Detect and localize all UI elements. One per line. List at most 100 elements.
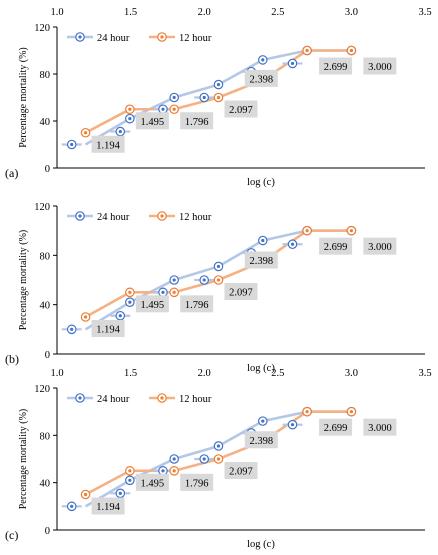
legend-12-hour-marker bbox=[157, 32, 167, 42]
series-24-hour-point bbox=[257, 235, 268, 246]
series-24-hour-point bbox=[115, 126, 126, 137]
data-label: 2.097 bbox=[224, 283, 258, 300]
series-12-hour-point bbox=[346, 45, 357, 56]
legend-24-hour-label: 24 hour bbox=[97, 33, 130, 44]
data-label-box bbox=[135, 295, 169, 313]
series-24-hour-point bbox=[287, 58, 298, 69]
series-12-hour-point bbox=[80, 127, 91, 138]
top-axis-tick-label: 1.0 bbox=[50, 368, 63, 379]
series-12-hour-point bbox=[213, 454, 224, 464]
series-24-hour-point bbox=[213, 79, 224, 90]
series-24-hour-point bbox=[287, 419, 298, 430]
data-label-box bbox=[363, 237, 397, 255]
series-24-hour-point bbox=[213, 441, 224, 451]
data-label-text: 1.495 bbox=[141, 478, 165, 489]
chart-panel-3: 1.0 1.5 2.0 2.5 3.0 3.5 0 40 80 120 Percentage mor… bbox=[5, 368, 432, 550]
data-label: 1.495 bbox=[135, 112, 169, 130]
series-24-hour-point bbox=[257, 416, 268, 426]
data-label-box bbox=[180, 112, 214, 130]
y-tick-label: 120 bbox=[34, 23, 50, 34]
panel-label: (a) bbox=[5, 166, 18, 180]
y-axis-title: Percentage mortality (%) bbox=[18, 409, 29, 510]
series-12-hour-point bbox=[125, 466, 135, 476]
x-axis-title: log (c) bbox=[247, 177, 275, 188]
data-label: 2.699 bbox=[319, 418, 353, 436]
panel-label: (b) bbox=[5, 352, 19, 366]
y-tick-label: 40 bbox=[40, 479, 51, 490]
series-12-hour-point bbox=[302, 45, 312, 56]
y-tick-label: 80 bbox=[40, 431, 51, 442]
series-12-hour-point bbox=[169, 287, 179, 298]
top-axis-tick-label: 2.5 bbox=[271, 368, 284, 379]
series-12-hour-point bbox=[125, 104, 135, 115]
series-24-hour-point bbox=[257, 55, 268, 65]
legend-24-hour-label: 24 hour bbox=[97, 394, 130, 405]
series-24-hour-point bbox=[169, 275, 179, 285]
data-label: 2.097 bbox=[224, 462, 258, 479]
series-24-hour-point bbox=[125, 297, 135, 307]
data-label-text: 3.000 bbox=[368, 242, 392, 253]
top-axis-tick-label: 3.0 bbox=[345, 7, 358, 18]
data-label-text: 1.194 bbox=[96, 140, 120, 151]
legend-12-hour-marker bbox=[157, 393, 167, 403]
data-label-box bbox=[319, 57, 353, 75]
data-label-text: 1.796 bbox=[185, 300, 209, 311]
data-label: 2.398 bbox=[244, 69, 278, 87]
top-axis-tick-label: 2.5 bbox=[271, 7, 284, 18]
series-24-hour-point bbox=[115, 310, 126, 321]
data-label-box bbox=[135, 473, 169, 491]
data-label-text: 2.097 bbox=[229, 467, 253, 478]
series-24-hour-point bbox=[199, 92, 209, 103]
series-12-hour-point bbox=[169, 466, 179, 476]
data-label-box bbox=[135, 112, 169, 130]
data-label-text: 1.495 bbox=[141, 300, 165, 311]
data-label: 3.000 bbox=[363, 418, 397, 436]
y-tick-label: 40 bbox=[40, 301, 51, 312]
data-label: 2.699 bbox=[319, 237, 353, 255]
legend-24-hour-marker bbox=[75, 32, 85, 42]
series-24-hour-point bbox=[158, 466, 168, 476]
series-12-hour-point bbox=[213, 92, 224, 103]
legend: 24 hour 12 hour bbox=[67, 32, 212, 44]
series-12-hour-point bbox=[346, 406, 357, 417]
series-24-hour-point bbox=[115, 488, 126, 499]
data-label-text: 2.398 bbox=[249, 74, 273, 85]
y-axis-title: Percentage mortality (%) bbox=[18, 47, 29, 148]
data-label-box bbox=[180, 473, 214, 491]
data-label-text: 2.398 bbox=[249, 256, 273, 267]
x-axis-title: log (c) bbox=[247, 539, 275, 550]
series-24-hour-point bbox=[169, 454, 179, 464]
data-label: 1.796 bbox=[180, 112, 214, 130]
chart-panel-2: 0 40 80 120 Percentage mortality (%) log (c) (… bbox=[5, 202, 425, 374]
legend-12-hour-label: 12 hour bbox=[179, 33, 212, 44]
data-label: 2.398 bbox=[244, 431, 278, 449]
data-label-text: 1.194 bbox=[96, 325, 120, 336]
x-axis-title: log (c) bbox=[247, 363, 275, 374]
data-label-box bbox=[91, 497, 125, 515]
y-tick-label: 0 bbox=[45, 164, 50, 175]
data-label-box bbox=[224, 100, 258, 118]
data-label: 1.796 bbox=[180, 473, 214, 491]
series-12-hour-point bbox=[80, 489, 91, 500]
top-axis-tick-label: 3.5 bbox=[418, 7, 431, 18]
data-label: 3.000 bbox=[363, 57, 397, 75]
y-tick-label: 80 bbox=[40, 70, 51, 81]
data-label: 1.796 bbox=[180, 295, 214, 313]
y-tick-label: 0 bbox=[45, 526, 50, 537]
series-24-hour-point bbox=[213, 261, 224, 272]
series-12-hour-point bbox=[80, 312, 91, 322]
data-label-box bbox=[224, 462, 258, 479]
data-label-text: 2.699 bbox=[324, 242, 348, 253]
series-24-hour-point bbox=[169, 92, 179, 103]
series-12-hour-point bbox=[302, 225, 312, 236]
data-label: 2.699 bbox=[319, 57, 353, 75]
data-label-text: 3.000 bbox=[368, 62, 392, 73]
data-label-box bbox=[363, 418, 397, 436]
data-label-box bbox=[224, 283, 258, 300]
top-axis-tick-label: 1.5 bbox=[124, 7, 137, 18]
series-12-hour-point bbox=[346, 225, 357, 236]
series-24-hour-point bbox=[125, 475, 135, 486]
legend: 24 hour 12 hour bbox=[67, 393, 212, 405]
data-label: 1.495 bbox=[135, 295, 169, 313]
